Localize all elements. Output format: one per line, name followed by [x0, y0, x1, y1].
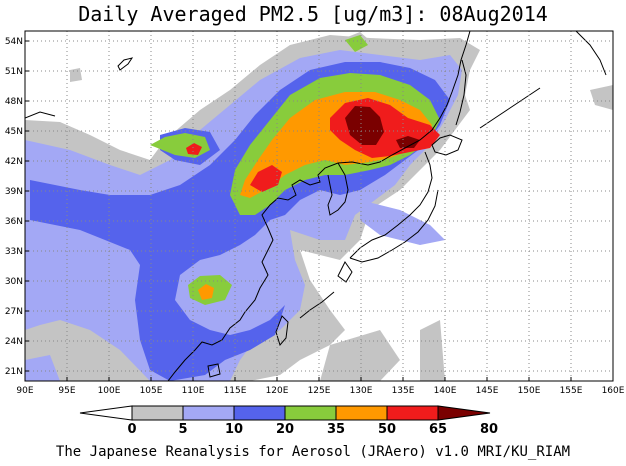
lon-label: 135E: [392, 386, 415, 396]
longitude-labels: 90E 95E 100E 105E 110E 115E 120E 125E 130E 135E 14…: [16, 386, 624, 396]
lon-label: 160E: [602, 386, 625, 396]
lat-label: 33N: [5, 247, 23, 257]
lat-label: 42N: [5, 157, 23, 167]
colorbar-right-triangle: [437, 405, 491, 421]
coastline-sakhalin: [455, 59, 467, 126]
contour-above-80: [345, 106, 420, 148]
coastline-japan-honshu-south: [349, 189, 439, 263]
colorbar-tick-label: 80: [480, 422, 498, 437]
lat-lon-grid: [24, 31, 614, 381]
lon-label: 105E: [140, 386, 163, 396]
lat-label: 24N: [5, 337, 23, 347]
colorbar: 0 5 10 20 35 50 65 80: [79, 405, 498, 437]
lon-label: 120E: [266, 386, 289, 396]
coastline-hokkaido: [431, 134, 463, 156]
latitude-labels: 54N 51N 48N 45N 42N 39N 36N 33N 30N 27N 24N 21N: [5, 37, 23, 377]
pm25-contour-fields: [25, 32, 613, 381]
colorbar-segment: [386, 405, 439, 421]
coastline-taiwan: [275, 315, 289, 347]
lon-label: 140E: [434, 386, 457, 396]
colorbar-tick-label: 35: [327, 422, 345, 437]
colorbar-segment: [182, 405, 235, 421]
lat-label: 36N: [5, 217, 23, 227]
lon-label: 155E: [560, 386, 583, 396]
colorbar-tick-label: 10: [225, 422, 243, 437]
coastline-kyushu: [337, 261, 353, 283]
map-footer: The Japanese Reanalysis for Aerosol (JRA…: [55, 444, 571, 460]
colorbar-tick-label: 0: [127, 422, 136, 437]
lon-label: 100E: [98, 386, 121, 396]
colorbar-tick-label: 5: [178, 422, 187, 437]
coastline-korea: [327, 162, 349, 216]
colorbar-left-triangle: [79, 405, 133, 421]
colorbar-tick-label: 65: [429, 422, 447, 437]
coastline-kuril: [479, 87, 541, 129]
lat-label: 30N: [5, 277, 23, 287]
lon-label: 90E: [16, 386, 33, 396]
lat-label: 45N: [5, 127, 23, 137]
coastline-kamchatka: [575, 31, 607, 76]
colorbar-segment: [233, 405, 286, 421]
lat-label: 39N: [5, 187, 23, 197]
lon-label: 110E: [182, 386, 205, 396]
lat-label: 21N: [5, 367, 23, 377]
map-title: Daily Averaged PM2.5 [ug/m3]: 08Aug2014: [78, 2, 548, 26]
coastline-japan-honshu: [349, 151, 433, 259]
coastline-eurasia: [167, 31, 471, 381]
coastline-ryukyu: [299, 291, 335, 319]
lon-label: 150E: [518, 386, 541, 396]
colorbar-tick-label: 20: [276, 422, 294, 437]
map-frame: [24, 30, 614, 382]
coastline-hainan: [207, 363, 221, 378]
lat-label: 27N: [5, 307, 23, 317]
coastline-lake-baikal: [117, 57, 134, 71]
colorbar-segment: [131, 405, 184, 421]
lon-label: 115E: [224, 386, 247, 396]
lat-label: 51N: [5, 67, 23, 77]
lat-label: 54N: [5, 37, 23, 47]
coastline-northwest: [25, 111, 56, 119]
coastlines: [25, 31, 607, 381]
lon-label: 130E: [350, 386, 373, 396]
lon-label: 95E: [58, 386, 75, 396]
lon-label: 125E: [308, 386, 331, 396]
lon-label: 145E: [476, 386, 499, 396]
colorbar-segment: [284, 405, 337, 421]
colorbar-segment: [335, 405, 388, 421]
colorbar-tick-label: 50: [378, 422, 396, 437]
lat-label: 48N: [5, 97, 23, 107]
